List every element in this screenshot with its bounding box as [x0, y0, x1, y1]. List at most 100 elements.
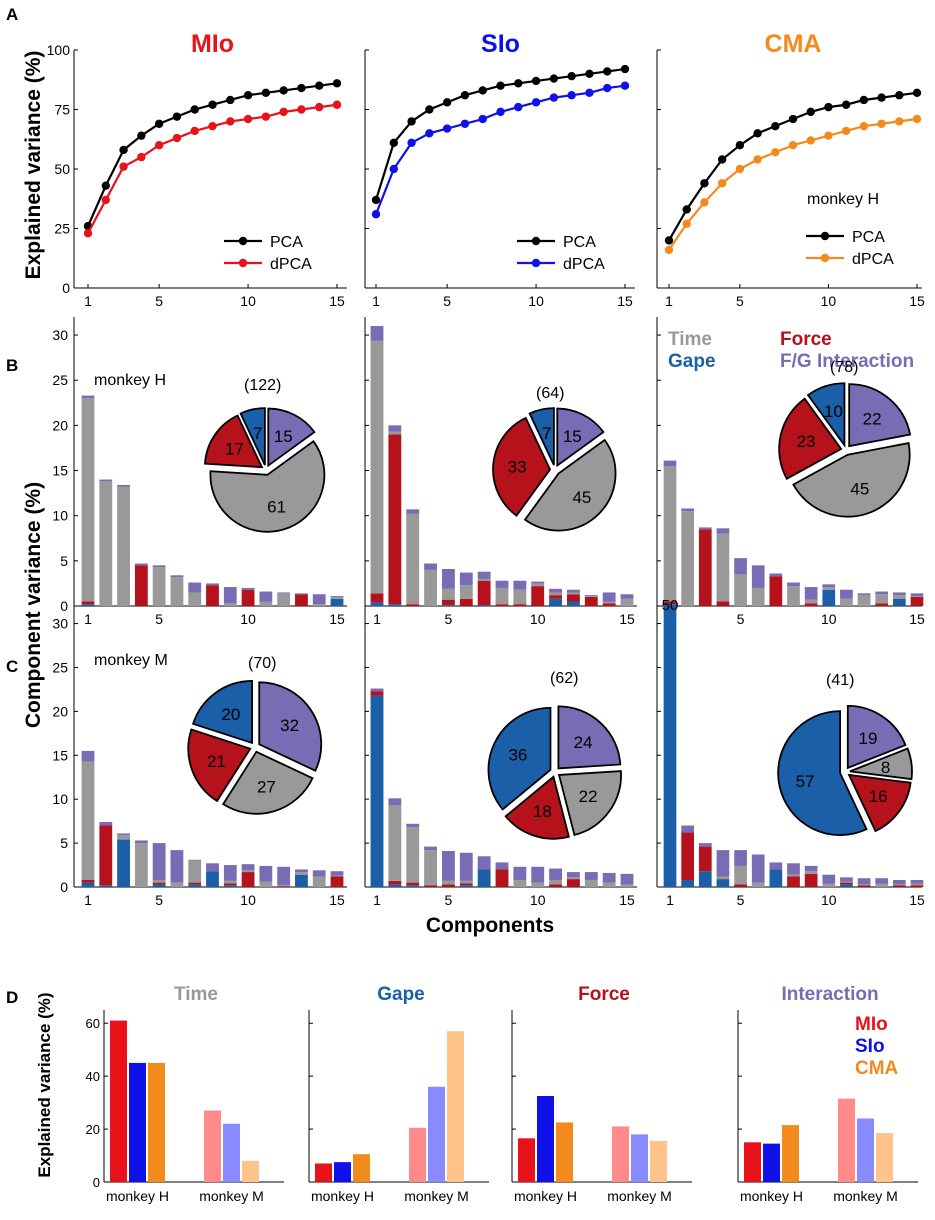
y-tick-label: 5	[60, 835, 68, 851]
bar-mio	[612, 1126, 629, 1182]
pie-slice-f-g-interaction	[258, 681, 323, 772]
y-tick-label: 10	[52, 791, 68, 807]
bar-force	[295, 594, 308, 606]
bar-mio	[838, 1098, 855, 1182]
bar-f-g-interaction	[857, 878, 871, 885]
bar-force	[910, 885, 924, 887]
bar-gape	[370, 695, 384, 887]
bar-force	[370, 593, 384, 603]
panel-label-c: C	[6, 657, 18, 676]
bar-time	[822, 883, 836, 887]
bar-force	[681, 832, 694, 880]
x-tick-label: 15	[329, 611, 345, 627]
data-point	[824, 102, 833, 112]
ylabel-a: Explained variance (%)	[22, 51, 45, 280]
data-point	[700, 198, 709, 207]
ylabel-d: Explained variance (%)	[35, 992, 54, 1177]
bar-time	[81, 761, 95, 880]
bar-sio	[763, 1143, 780, 1182]
bar-time	[513, 879, 527, 887]
x-tick-label: 10	[821, 293, 837, 309]
bar-f-g-interaction	[117, 484, 130, 487]
bar-force	[388, 880, 402, 885]
bar-gape	[681, 879, 694, 887]
panel-title: MIo	[191, 30, 234, 58]
data-point	[297, 83, 306, 93]
legend-marker	[820, 231, 830, 241]
bar-time	[531, 882, 545, 887]
bar-time	[602, 601, 616, 604]
bar-time	[170, 577, 184, 606]
bar-cma	[447, 1031, 464, 1182]
bar-f-g-interaction	[620, 873, 634, 885]
bar-time	[117, 835, 130, 840]
bar-force	[804, 873, 818, 887]
legend-cma: CMA	[855, 1058, 899, 1079]
pie-slice-time	[523, 438, 617, 532]
x-tick-label: 15	[909, 611, 925, 627]
pie-total-label: (70)	[248, 655, 276, 672]
bar-time	[406, 827, 420, 883]
bar-f-g-interaction	[188, 582, 202, 593]
bar-cma	[876, 1133, 893, 1182]
data-point	[895, 91, 904, 100]
pie-total-label: (64)	[536, 385, 564, 402]
legend-mio: MIo	[855, 1014, 888, 1035]
data-point	[717, 155, 727, 164]
bar-f-g-interaction	[584, 872, 598, 880]
bar-f-g-interaction	[277, 866, 291, 886]
bar-force	[549, 595, 562, 599]
data-point	[567, 91, 576, 100]
bar-mio	[744, 1142, 761, 1182]
bar-time	[804, 599, 818, 604]
x-tick-label: 10	[530, 611, 546, 627]
data-point	[407, 138, 416, 148]
bar-force	[442, 599, 455, 606]
bar-f-g-interaction	[241, 587, 255, 590]
y-tick-label: 0	[60, 879, 68, 895]
bar-f-g-interaction	[822, 584, 836, 588]
data-point	[912, 114, 922, 124]
y-tick-label: 0	[62, 280, 70, 296]
x-tick-label: 10	[821, 611, 837, 627]
bar-time	[787, 586, 800, 606]
bar-time	[549, 592, 562, 596]
bar-time	[787, 874, 800, 877]
data-point	[208, 100, 217, 109]
data-point	[514, 79, 523, 88]
legend-marker	[531, 236, 541, 246]
data-point	[407, 117, 416, 126]
pie-slice-label: 22	[579, 787, 598, 806]
bar-f-g-interaction	[370, 688, 384, 692]
pie-slice-force	[778, 397, 843, 481]
pie-slice-label: 23	[797, 432, 816, 451]
data-point	[664, 245, 674, 255]
bar-f-g-interaction	[822, 874, 836, 884]
bar-force	[567, 594, 580, 602]
x-tick-label: 15	[619, 611, 635, 627]
x-tick-label: 1	[373, 611, 381, 627]
panel-label-b: B	[6, 356, 18, 375]
y-tick-label: 25	[52, 372, 68, 388]
data-point	[549, 74, 559, 83]
bar-force	[698, 529, 712, 606]
bar-force	[188, 882, 202, 885]
bar-f-g-interaction	[787, 863, 800, 875]
bar-force	[549, 884, 562, 887]
panel-title: CMA	[765, 30, 822, 58]
bar-f-g-interaction	[442, 850, 455, 881]
bar-f-g-interaction	[698, 843, 712, 847]
bar-f-g-interaction	[295, 869, 308, 873]
pie-slice-label: 15	[274, 427, 293, 446]
x-tick-label: 5	[155, 892, 163, 908]
bar-time	[223, 880, 237, 884]
data-point	[208, 121, 217, 131]
data-point	[137, 131, 146, 140]
pie-slice-time	[557, 770, 622, 837]
bar-f-g-interaction	[751, 854, 765, 883]
pie-slice-f-g-interaction	[556, 407, 605, 468]
panel-title: Gape	[377, 984, 425, 1005]
bar-time	[584, 879, 598, 887]
pie-total-label: (78)	[830, 359, 858, 376]
pie-slice-label: 57	[796, 772, 815, 791]
